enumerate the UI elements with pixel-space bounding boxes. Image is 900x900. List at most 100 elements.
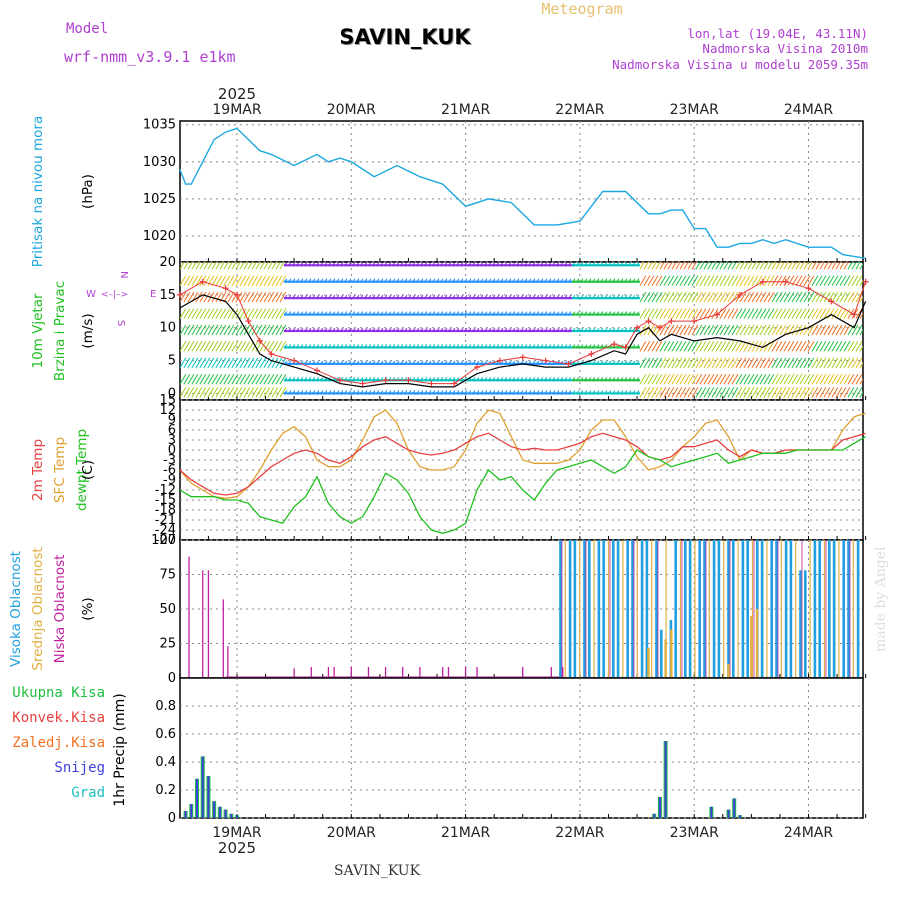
wind-barb bbox=[707, 374, 715, 385]
wind-barb bbox=[803, 387, 811, 398]
wind-barb bbox=[755, 374, 763, 385]
wind-barb bbox=[308, 311, 312, 315]
wind-barb bbox=[671, 374, 679, 385]
wind-barb bbox=[687, 357, 695, 369]
wind-barb bbox=[516, 360, 520, 365]
wind-barb bbox=[855, 262, 861, 270]
wind-barb bbox=[835, 275, 843, 286]
wind-barb bbox=[596, 327, 600, 332]
wind-barb bbox=[408, 390, 412, 394]
wind-barb bbox=[500, 377, 504, 381]
wind-barb bbox=[320, 294, 324, 299]
wind-barb bbox=[360, 327, 364, 332]
wind-barb bbox=[231, 308, 239, 319]
wind-barb bbox=[500, 294, 504, 299]
day-label-top: 24MAR bbox=[784, 102, 833, 118]
wind-barb bbox=[440, 390, 444, 394]
wind-barb bbox=[560, 344, 564, 348]
wind-barb bbox=[560, 294, 564, 299]
wind-barb bbox=[647, 341, 655, 352]
wind-barb bbox=[580, 278, 584, 282]
gust-series bbox=[176, 278, 869, 387]
wind-barb bbox=[512, 278, 516, 282]
wind-barb bbox=[616, 360, 620, 365]
wind-barb bbox=[328, 278, 332, 282]
wind-barb bbox=[767, 291, 775, 303]
wind-barb bbox=[771, 291, 779, 303]
wind-barb bbox=[751, 308, 759, 319]
wind-barb bbox=[679, 262, 685, 270]
wind-barb bbox=[183, 291, 191, 303]
wind-barb bbox=[799, 291, 807, 303]
wind-barb bbox=[584, 311, 588, 315]
wind-barb bbox=[460, 278, 464, 282]
wind-barb bbox=[763, 387, 771, 398]
wind-barb bbox=[215, 341, 223, 352]
ytick-label: 1025 bbox=[143, 192, 176, 207]
wind-barb bbox=[324, 278, 328, 282]
wind-barb bbox=[263, 308, 271, 319]
altitude-label: Nadmorska Visina 2010m bbox=[702, 41, 868, 56]
wind-barb bbox=[831, 387, 839, 398]
wind-barb bbox=[328, 390, 332, 394]
wind-barb bbox=[388, 377, 392, 381]
wind-barb bbox=[404, 294, 408, 299]
wind-barb bbox=[404, 360, 408, 365]
wind-barb bbox=[767, 387, 775, 398]
wind-barb bbox=[476, 344, 480, 348]
wind-barb bbox=[864, 309, 870, 319]
wind-barb bbox=[396, 327, 400, 332]
wind-barb bbox=[492, 390, 496, 394]
wind-barb bbox=[815, 374, 823, 385]
wind-barb bbox=[211, 374, 219, 385]
wind-barb bbox=[332, 278, 336, 282]
wind-barb bbox=[632, 360, 636, 365]
wind-barb bbox=[532, 327, 536, 332]
wind-barb bbox=[452, 360, 456, 365]
wind-barb bbox=[524, 278, 528, 282]
wind-barb bbox=[715, 387, 723, 398]
wind-barb bbox=[679, 275, 687, 286]
wind-barb bbox=[608, 327, 612, 332]
wind-barb bbox=[364, 344, 368, 348]
wind-barb bbox=[460, 344, 464, 348]
wind-barb bbox=[544, 390, 548, 394]
wind-barb bbox=[755, 291, 763, 303]
ytick-label: -21 bbox=[155, 513, 176, 528]
wind-barb bbox=[448, 262, 452, 266]
wind-barb bbox=[739, 275, 747, 286]
wind-barb bbox=[743, 357, 751, 369]
wind-barb bbox=[392, 377, 396, 381]
wind-barb bbox=[855, 324, 863, 336]
wind-barb bbox=[332, 294, 336, 299]
wind-barb bbox=[267, 275, 275, 286]
wind-barb bbox=[827, 275, 835, 286]
wind-barb bbox=[520, 278, 524, 282]
wind-barb bbox=[548, 262, 552, 266]
wind-barb bbox=[727, 275, 735, 286]
wind-barb bbox=[659, 324, 667, 336]
wind-barb bbox=[456, 377, 460, 381]
wind-barb bbox=[576, 377, 580, 381]
wind-barb bbox=[223, 262, 229, 270]
wind-barb bbox=[847, 308, 855, 319]
wind-barb bbox=[500, 327, 504, 332]
wind-barb bbox=[803, 291, 811, 303]
wind-barb bbox=[592, 390, 596, 394]
wind-barb bbox=[544, 311, 548, 315]
wind-barb bbox=[624, 262, 628, 266]
wind-barb bbox=[440, 360, 444, 365]
wind-barb bbox=[195, 262, 201, 270]
wind-barb bbox=[376, 294, 380, 299]
wind-barb bbox=[771, 262, 777, 270]
wind-barb bbox=[819, 291, 827, 303]
wind-barb bbox=[420, 278, 424, 282]
wind-barb bbox=[436, 262, 440, 266]
wind-barb bbox=[835, 387, 843, 398]
wind-barb bbox=[380, 344, 384, 348]
wind-barb bbox=[655, 374, 663, 385]
wind-barb bbox=[332, 262, 336, 266]
wind-barb bbox=[444, 390, 448, 394]
wind-barb bbox=[655, 357, 663, 369]
